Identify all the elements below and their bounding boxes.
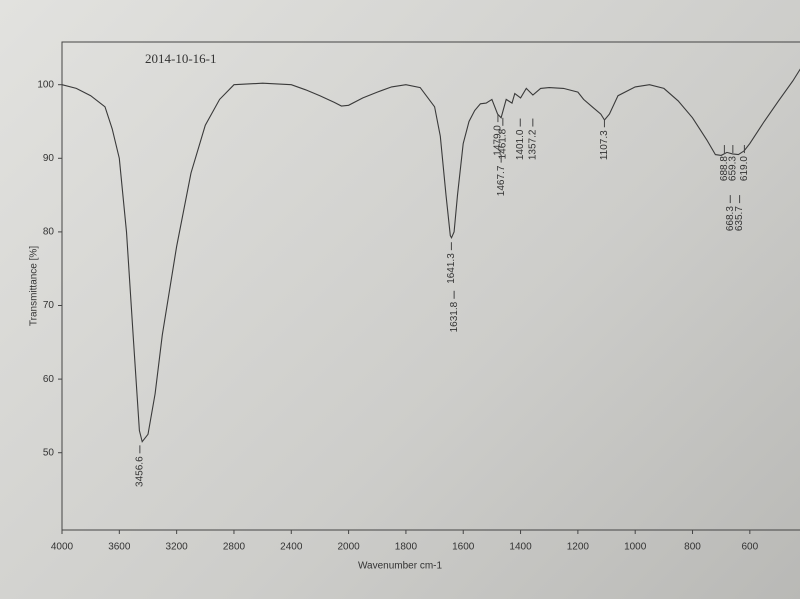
x-tick-label: 1400 <box>509 542 532 553</box>
peak-label: 635.7 <box>734 206 745 231</box>
peak-label: 1641.3 <box>446 253 457 284</box>
peak-label: 1107.3 <box>599 130 610 160</box>
x-tick-label: 1000 <box>624 542 647 553</box>
x-tick-label: 2800 <box>223 542 246 553</box>
plot-frame <box>61 41 800 531</box>
y-tick-label: 80 <box>43 227 55 238</box>
peak-label: 1461.8 <box>497 128 508 159</box>
x-tick-label: 600 <box>741 542 758 553</box>
x-tick-label: 3600 <box>108 542 131 553</box>
x-tick-label: 4000 <box>51 542 74 553</box>
peak-label: 1401.0 <box>515 129 526 160</box>
peak-label: 668.3 <box>725 206 736 231</box>
peak-label: 3456.6 <box>135 456 146 487</box>
x-tick-label: 1200 <box>567 542 590 553</box>
peak-label: 619.0 <box>739 156 750 181</box>
peak-label: 688.8 <box>719 156 730 181</box>
y-tick-label: 90 <box>43 153 55 164</box>
peak-label: 1479.0 <box>493 125 504 156</box>
x-axis-label: Wavenumber cm-1 <box>358 561 443 572</box>
peak-label: 659.3 <box>727 156 738 181</box>
y-tick-label: 50 <box>43 447 55 458</box>
x-tick-label: 800 <box>684 542 701 553</box>
peak-label: 1631.8 <box>449 301 460 332</box>
y-tick-label: 60 <box>43 374 55 385</box>
y-tick-label: 70 <box>43 300 55 311</box>
spectrum-line <box>61 68 800 443</box>
x-tick-label: 2000 <box>337 542 360 553</box>
y-tick-label: 100 <box>37 79 54 90</box>
x-tick-label: 1800 <box>395 542 418 553</box>
x-tick-label: 3200 <box>166 542 189 553</box>
chart-title: 2014-10-16-1 <box>145 51 217 66</box>
peak-label: 1467.7 <box>496 165 507 196</box>
peak-label: 1357.2 <box>527 129 538 160</box>
y-axis-label: Transmittance [%] <box>29 246 40 326</box>
x-tick-label: 1600 <box>452 542 475 553</box>
x-tick-label: 2400 <box>280 542 303 553</box>
